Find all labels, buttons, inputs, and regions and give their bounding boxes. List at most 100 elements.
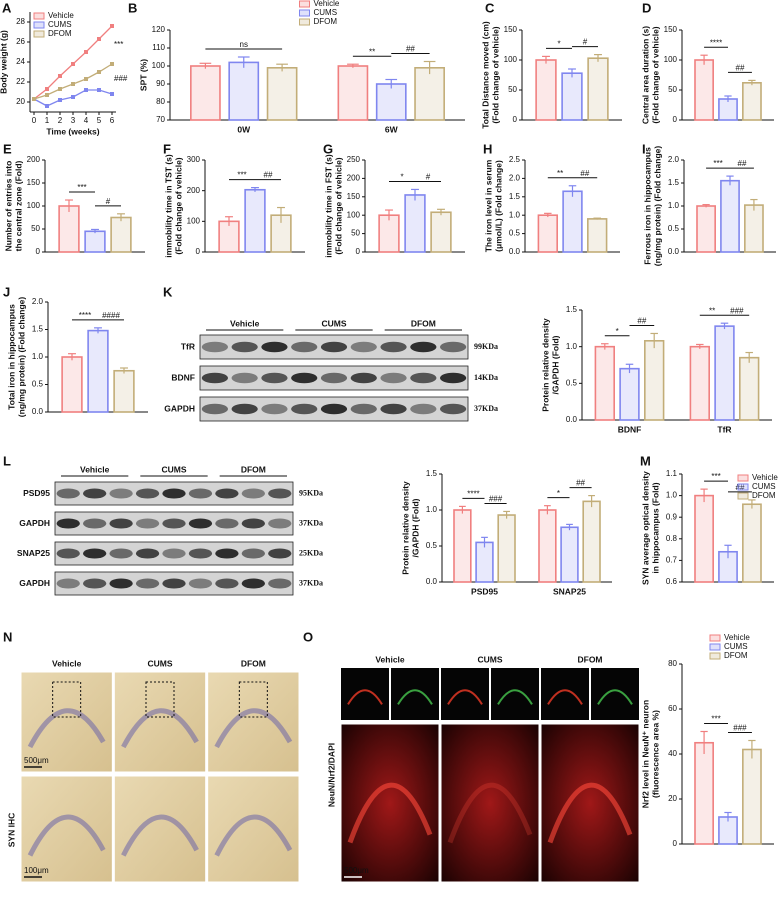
blot-band	[410, 341, 437, 353]
y-axis-label: (ng/mg protein) (Fold change)	[652, 146, 662, 267]
image-panel	[207, 775, 300, 883]
y-axis-label: SPT (%)	[138, 59, 148, 91]
y-tick-label: 1.5	[668, 178, 680, 187]
marker	[58, 74, 62, 78]
blot-band	[188, 518, 213, 529]
blot-band	[201, 403, 228, 415]
significance-label: **	[709, 306, 715, 315]
bar	[378, 214, 400, 253]
blot-band	[320, 403, 348, 415]
panel-letter: G	[323, 141, 333, 156]
blot-band	[188, 488, 213, 499]
y-tick-label: 80	[156, 97, 165, 106]
bar	[535, 59, 557, 121]
bar	[414, 67, 445, 121]
significance-label: ns	[240, 40, 248, 49]
significance-label: ***	[711, 715, 720, 724]
y-tick-label: 0.0	[426, 577, 438, 586]
bar	[587, 218, 608, 253]
image-thumb	[541, 668, 589, 720]
blot-band	[268, 548, 292, 559]
blot-band	[261, 403, 288, 415]
blot-band	[291, 341, 318, 353]
legend-label: CUMS	[752, 482, 776, 491]
blot-band	[291, 403, 318, 415]
bar	[497, 514, 516, 583]
y-tick-label: 0.5	[668, 224, 680, 233]
y-tick-label: 200	[187, 186, 201, 195]
blot-band	[56, 518, 80, 529]
image-panel	[207, 671, 300, 773]
legend-swatch	[709, 643, 721, 651]
y-tick-label: 50	[668, 85, 677, 94]
bar	[538, 509, 557, 583]
blot-band	[241, 518, 265, 529]
y-tick-label: 1.0	[32, 352, 44, 361]
y-tick-label: 24	[16, 57, 25, 66]
blot-band	[188, 548, 213, 559]
image-signal	[347, 689, 383, 705]
image-group-label: CUMS	[147, 658, 172, 668]
x-tick-label: PSD95	[471, 586, 498, 596]
y-tick-label: 100	[347, 210, 361, 219]
legend-swatch	[737, 492, 749, 500]
x-tick-label: 4	[84, 116, 89, 125]
y-tick-label: 1.1	[666, 469, 678, 478]
image-signal	[547, 689, 583, 705]
significance-label: **	[369, 47, 375, 56]
y-tick-label: 0.8	[666, 534, 678, 543]
legend-label: Vehicle	[48, 11, 74, 20]
scale-bar-label: 500μm	[344, 866, 369, 875]
significance-label: #	[583, 38, 588, 47]
image-panel	[20, 775, 113, 883]
significance-label: ***	[711, 472, 720, 481]
significance-label: ####	[102, 311, 120, 320]
panel-letter: I	[642, 141, 646, 156]
panel-letter: F	[163, 141, 171, 156]
scale-bar-label: 100μm	[24, 866, 49, 875]
x-tick-label: 3	[71, 116, 76, 125]
marker	[45, 87, 49, 91]
blot-band	[380, 403, 407, 415]
legend-swatch	[33, 21, 45, 29]
bar	[619, 367, 640, 421]
blot-size-label: 95KDa	[299, 488, 323, 497]
significance-label: ##	[637, 317, 646, 326]
blot-group-label: CUMS	[161, 464, 186, 474]
y-tick-label: 0	[196, 247, 201, 256]
panel-letter: O	[303, 629, 313, 644]
blot-band	[162, 518, 186, 529]
x-tick-label: 6	[110, 116, 115, 125]
blot-row-label: BDNF	[171, 372, 195, 382]
y-tick-label: 1.0	[668, 201, 680, 210]
y-tick-label: 80	[668, 659, 677, 668]
y-tick-label: 28	[16, 17, 25, 26]
x-tick-label: 2	[58, 116, 63, 125]
image-signal	[497, 689, 533, 705]
significance-label: ***	[77, 183, 86, 192]
blot-strip	[54, 541, 294, 566]
significance-label: ****	[710, 38, 722, 47]
y-tick-label: 0.5	[509, 229, 521, 238]
significance-label: ##	[580, 169, 589, 178]
blot-row-label: GAPDH	[19, 578, 50, 588]
significance-label: ##	[576, 479, 585, 488]
panel-letter: N	[3, 629, 12, 644]
blot-band	[320, 341, 348, 353]
blot-band	[109, 518, 133, 529]
blot-band	[215, 548, 239, 559]
image-side-label: NeuN/Nrf2/DAPI	[326, 743, 336, 807]
blot-band	[261, 341, 288, 353]
blot-band	[410, 372, 437, 384]
blot-row-label: GAPDH	[19, 518, 50, 528]
legend-swatch	[299, 9, 310, 17]
y-tick-label: 0	[513, 115, 518, 124]
blot-band	[350, 403, 377, 415]
x-axis-label: Time (weeks)	[46, 126, 99, 136]
bar	[744, 204, 764, 253]
y-tick-label: 150	[27, 178, 41, 187]
blot-band	[162, 578, 186, 589]
x-tick-label: BDNF	[618, 424, 642, 434]
y-tick-label: 0	[673, 115, 678, 124]
marker	[84, 77, 88, 81]
